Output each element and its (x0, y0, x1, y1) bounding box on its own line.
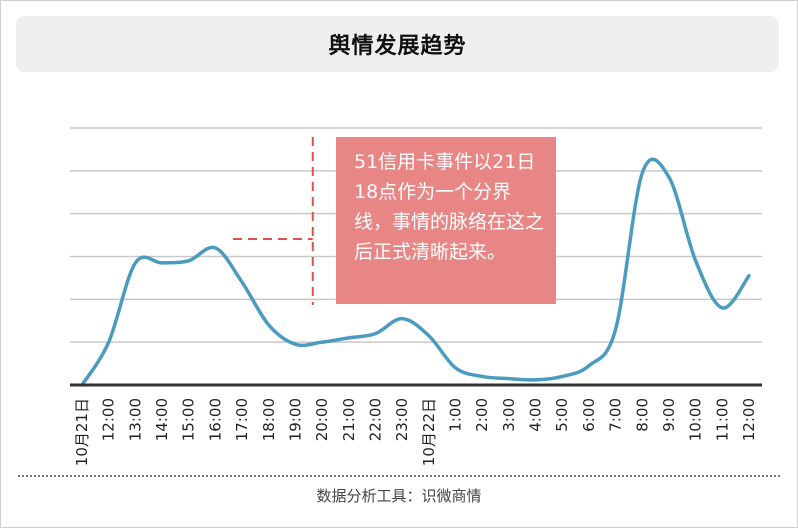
x-tick-label: 5:00 (553, 398, 571, 432)
x-axis: 10月21日 12:00 13:00 14:00 15:00 16:00 17:00 18:0… (70, 383, 762, 466)
x-tick-label: 12:00 (100, 398, 118, 441)
x-tick-label: 9:00 (660, 398, 678, 432)
x-tick-label: 23:00 (393, 398, 411, 441)
x-tick-label: 2:00 (473, 398, 491, 432)
x-tick-label: 20:00 (313, 398, 331, 441)
chart-title: 舆情发展趋势 (16, 16, 779, 72)
x-tick-label: 16:00 (206, 398, 224, 441)
x-tick-label: 14:00 (153, 398, 171, 441)
x-tick-label: 10:00 (687, 398, 705, 441)
series-layer (80, 157, 751, 387)
x-tick-label: 17:00 (233, 398, 251, 441)
x-tick-label: 7:00 (607, 398, 625, 432)
x-tick-label: 3:00 (500, 398, 518, 432)
x-tick-label: 13:00 (126, 398, 144, 441)
x-tick-label: 6:00 (580, 398, 598, 432)
footer-divider (18, 475, 780, 477)
x-tick-label: 11:00 (713, 398, 731, 441)
series-line (80, 157, 751, 387)
x-tick-label: 19:00 (286, 398, 304, 441)
x-tick-label: 22:00 (366, 398, 384, 441)
x-tick-label: 4:00 (527, 398, 545, 432)
divider-marker (233, 137, 314, 305)
x-tick-label: 15:00 (180, 398, 198, 441)
x-tick-label: 8:00 (633, 398, 651, 432)
x-tick-label: 10月22日 (420, 398, 438, 466)
annotation-box: 51信用卡事件以21日18点作为一个分界线，事情的脉络在这之后正式清晰起来。 (336, 137, 556, 304)
x-tick-label: 18:00 (260, 398, 278, 441)
x-tick-label: 12:00 (740, 398, 758, 441)
x-tick-label: 10月21日 (73, 398, 91, 466)
source-caption: 数据分析工具：识微商情 (316, 487, 482, 505)
x-tick-label: 1:00 (447, 398, 465, 432)
x-tick-label: 21:00 (340, 398, 358, 441)
